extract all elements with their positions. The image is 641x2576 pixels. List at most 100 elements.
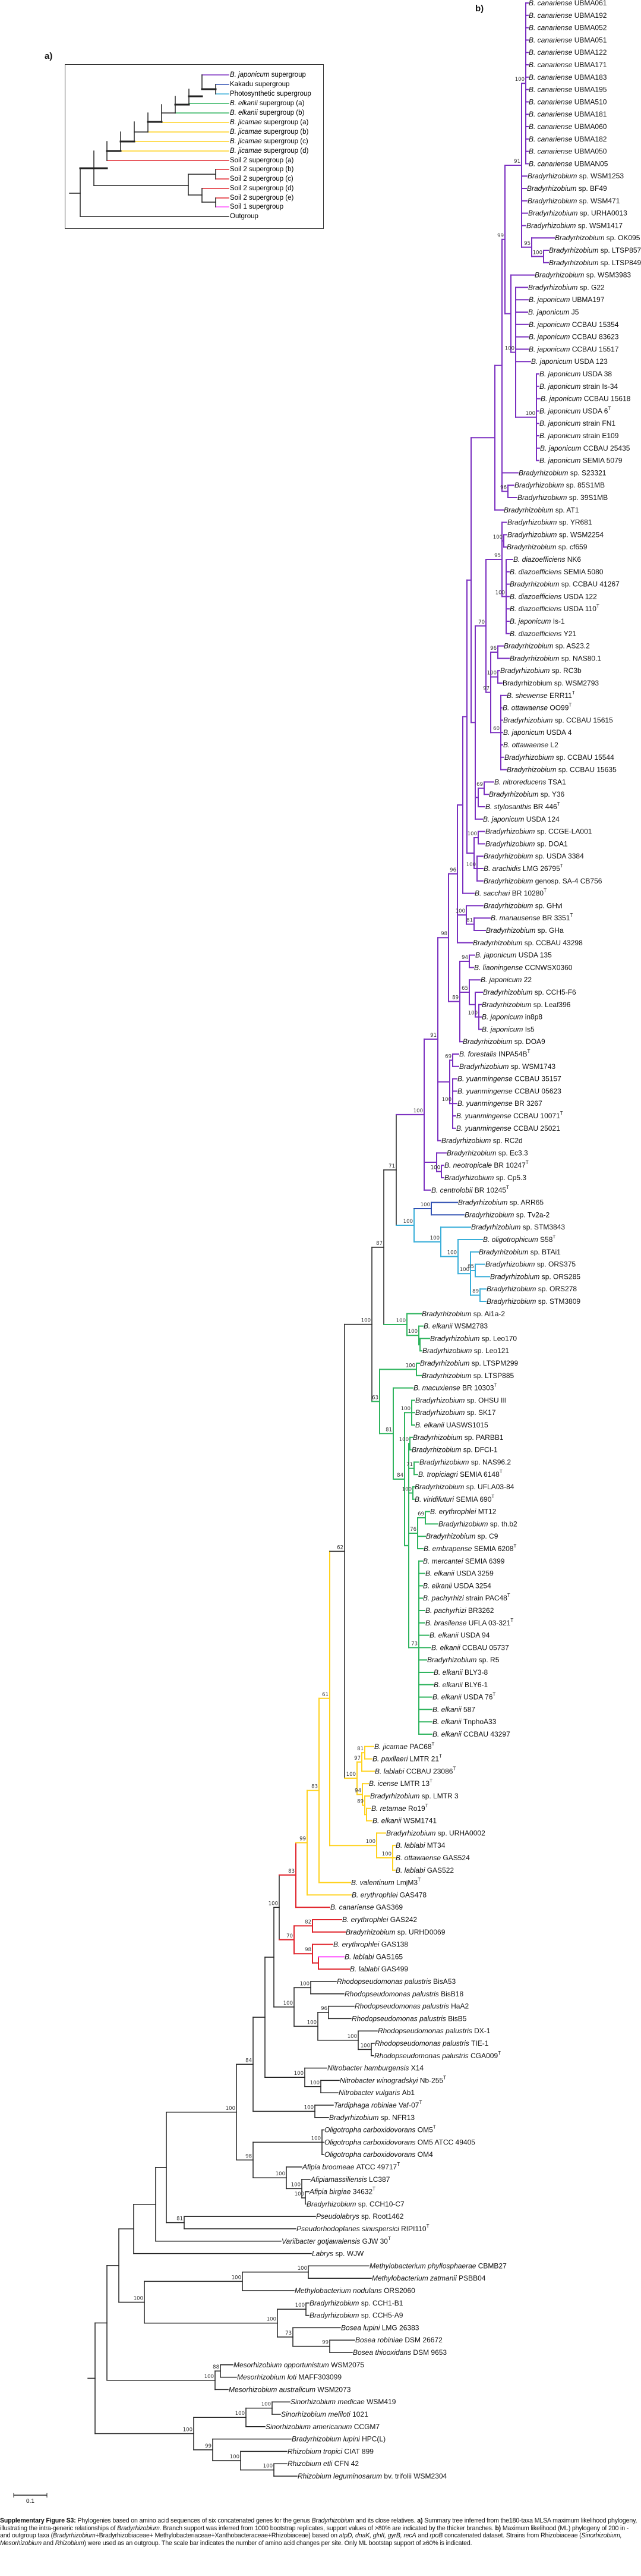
bootstrap-value: 81: [466, 918, 473, 924]
taxon-label: B. mercantei SEMIA 6399: [423, 1557, 505, 1565]
legend-label: B. japonicum supergroup: [230, 71, 306, 78]
bootstrap-value: 100: [466, 862, 476, 868]
taxon-label: Afipia broomeae ATCC 49717T: [302, 2162, 400, 2172]
taxon-label: B. paxllaeri LMTR 21T: [372, 1753, 442, 1763]
taxon-label: Nitrobacter winogradskyi Nb-255T: [340, 2075, 446, 2085]
taxon-label: B. japonicum J5: [528, 308, 579, 316]
taxon-label: Bradyrhizobium sp. DOA1: [485, 839, 568, 848]
legend-label: B. elkanii supergroup (b): [230, 109, 304, 117]
bootstrap-value: 96: [500, 485, 507, 491]
bootstrap-value: 100: [533, 250, 542, 256]
taxon-label: Rhizobium leguminosarum bv. trifolii WSM…: [298, 2472, 447, 2480]
bootstrap-value: 100: [505, 346, 514, 352]
bootstrap-value: 100: [366, 1839, 375, 1845]
bootstrap-values: 1001009591100100999610010095961006097706…: [134, 77, 542, 2469]
taxon-label: Rhodopseudomonas palustris HaA2: [355, 2002, 469, 2011]
caption-segment: concatenated dataset. Strains from Rhizo…: [443, 2532, 582, 2539]
caption-segment: Supplementary Figure S3:: [0, 2517, 76, 2524]
taxon-label: Bradyrhizobium sp. LTSP885: [422, 1372, 514, 1380]
taxon-label: B. japonicum CCBAU 83623: [529, 333, 619, 341]
caption-segment: . Branch support was inferred from 1000 …: [159, 2524, 495, 2532]
taxon-label: Rhodopseudomonas palustris BisA53: [337, 1977, 456, 1986]
taxon-label: B. sacchari BR 10280T: [475, 888, 547, 898]
taxon-label: B. japonicum SEMIA 5079: [539, 457, 623, 465]
taxon-label: Bosea thiooxidans DSM 9653: [353, 2348, 447, 2357]
taxon-label: Bradyrhizobium sp. GHa: [486, 926, 564, 935]
bootstrap-value: 100: [283, 2001, 293, 2006]
taxon-label: Bradyrhizobium sp. AS23.2: [504, 642, 590, 650]
bootstrap-value: 100: [413, 1108, 423, 1114]
taxon-label: Bradyrhizobium sp. NAS80.1: [510, 654, 601, 662]
bootstrap-value: 100: [230, 2454, 239, 2460]
bootstrap-value: 91: [430, 1033, 437, 1039]
taxon-label: B. japonicum USDA 123: [531, 357, 608, 366]
bootstrap-value: 100: [235, 2411, 245, 2417]
taxon-label: B. elkanii USDA 3259: [425, 1569, 494, 1578]
taxon-label: B. japonicum CCBAU 15354: [529, 320, 619, 329]
bootstrap-value: 61: [322, 1692, 329, 1698]
taxon-label: Bradyrhizobium sp. WSM2793: [503, 679, 599, 687]
taxon-label: Bradyrhizobium sp. R5: [427, 1656, 500, 1664]
bootstrap-value: 60: [493, 726, 500, 732]
taxon-label: B. canariense UBMA171: [529, 61, 607, 69]
taxon-label: B. lablabi CCBAU 23086T: [375, 1766, 456, 1776]
taxon-label: Bradyrhizobium sp. C9: [426, 1532, 498, 1540]
taxon-label: Bradyrhizobium sp. ORS285: [490, 1272, 580, 1281]
taxon-label: B. shewense ERR11T: [507, 690, 575, 700]
bootstrap-value: 100: [295, 2191, 304, 2197]
taxon-label: Bradyrhizobium sp. URHD0069: [346, 1928, 446, 1936]
taxon-label: Methylobacterium nodulans ORS2060: [295, 2286, 415, 2295]
taxon-label: B. oligotrophicum S58T: [483, 1234, 555, 1244]
taxon-label: Sinorhizobium meliloti 1021: [281, 2410, 368, 2418]
taxon-label: B. diazoefficiens SEMIA 5080: [510, 568, 604, 576]
bootstrap-value: 100: [346, 1772, 356, 1778]
bootstrap-value: 100: [226, 2106, 235, 2112]
taxon-label: Bradyrhizobium sp. LTSP857: [549, 246, 641, 254]
taxon-label: B. yuanmingense CCBAU 10071T: [456, 1111, 563, 1121]
taxon-label: Bradyrhizobium sp. DOA9: [463, 1037, 545, 1046]
taxon-label: B. valentinum LmjM3T: [351, 1877, 421, 1887]
bootstrap-value: 100: [361, 1318, 371, 1324]
taxon-label: Bradyrhizobium sp. UFLA03-84: [415, 1483, 514, 1491]
caption-segment: Maximum likelihood (ML) phylogeny of 200…: [0, 2524, 629, 2540]
taxon-label: B. centrolobii BR 10245T: [431, 1184, 509, 1194]
taxon-label: Bradyrhizobium sp. CCBAU 41267: [510, 580, 620, 589]
legend-label: B. elkanii supergroup (a): [230, 100, 304, 107]
bootstrap-value: 98: [441, 931, 447, 937]
bootstrap-value: 81: [386, 1427, 392, 1433]
caption-segment: Bradyrhizobium: [311, 2517, 355, 2524]
taxon-label: Bosea lupini LMG 26383: [341, 2323, 419, 2332]
bootstrap-value: 96: [450, 867, 456, 873]
taxon-label: Mesorhizobium opportunistum WSM2075: [233, 2361, 364, 2369]
taxon-label: Bradyrhizobium sp. SK17: [415, 1408, 496, 1417]
taxon-label: Bradyrhizobium sp. Tv2a-2: [465, 1210, 550, 1219]
taxon-label: B. erythrophlei GAS478: [352, 1891, 427, 1899]
taxon-label: Bradyrhizobium sp. WSM2254: [507, 530, 604, 539]
taxon-label: Bradyrhizobium sp. Ai1a-2: [422, 1310, 505, 1318]
bootstrap-value: 85: [468, 1264, 474, 1270]
taxon-label: B. liaoningense CCNWSX0360: [474, 963, 573, 971]
taxon-label: Bradyrhizobium sp. YR681: [507, 518, 592, 527]
taxon-label: B. canariense UBMA052: [529, 24, 607, 32]
taxon-label: Methylobacterium phyllosphaerae CBMB27: [370, 2262, 507, 2270]
taxon-label: Pseudolabrys sp. Root1462: [316, 2212, 404, 2220]
taxon-label: Bradyrhizobium sp. CCH10-C7: [307, 2200, 405, 2208]
taxon-label: Bradyrhizobium sp. USDA 3384: [484, 852, 584, 860]
bootstrap-value: 63: [372, 1395, 378, 1401]
bootstrap-value: 100: [295, 2303, 305, 2308]
bootstrap-value: 100: [447, 1250, 457, 1256]
bootstrap-value: 98: [245, 2153, 252, 2159]
taxon-label: B. elkanii WSM1741: [372, 1817, 437, 1825]
taxon-label: B. japonicum strain Is-34: [539, 382, 618, 391]
taxon-label: B. diazoefficiens USDA 122: [510, 592, 597, 600]
taxon-label: Bradyrhizobium sp. CCGE-LA001: [485, 828, 592, 836]
legend-label: Soil 1 supergroup: [230, 203, 283, 210]
bootstrap-value: 100: [311, 2135, 321, 2141]
taxon-label: B. canariense UBMA060: [529, 122, 607, 131]
taxon-label: B. yuanmingense BR 3267: [457, 1099, 542, 1108]
caption-segment: Sinorhizobium, Mesorhizobium: [0, 2532, 622, 2547]
taxon-label: B. japonicum in8p8: [482, 1013, 542, 1021]
taxon-label: Rhodopseudomonas palustris TIE-1: [375, 2039, 489, 2047]
taxon-label: B. elkanii USDA 94: [430, 1631, 490, 1640]
